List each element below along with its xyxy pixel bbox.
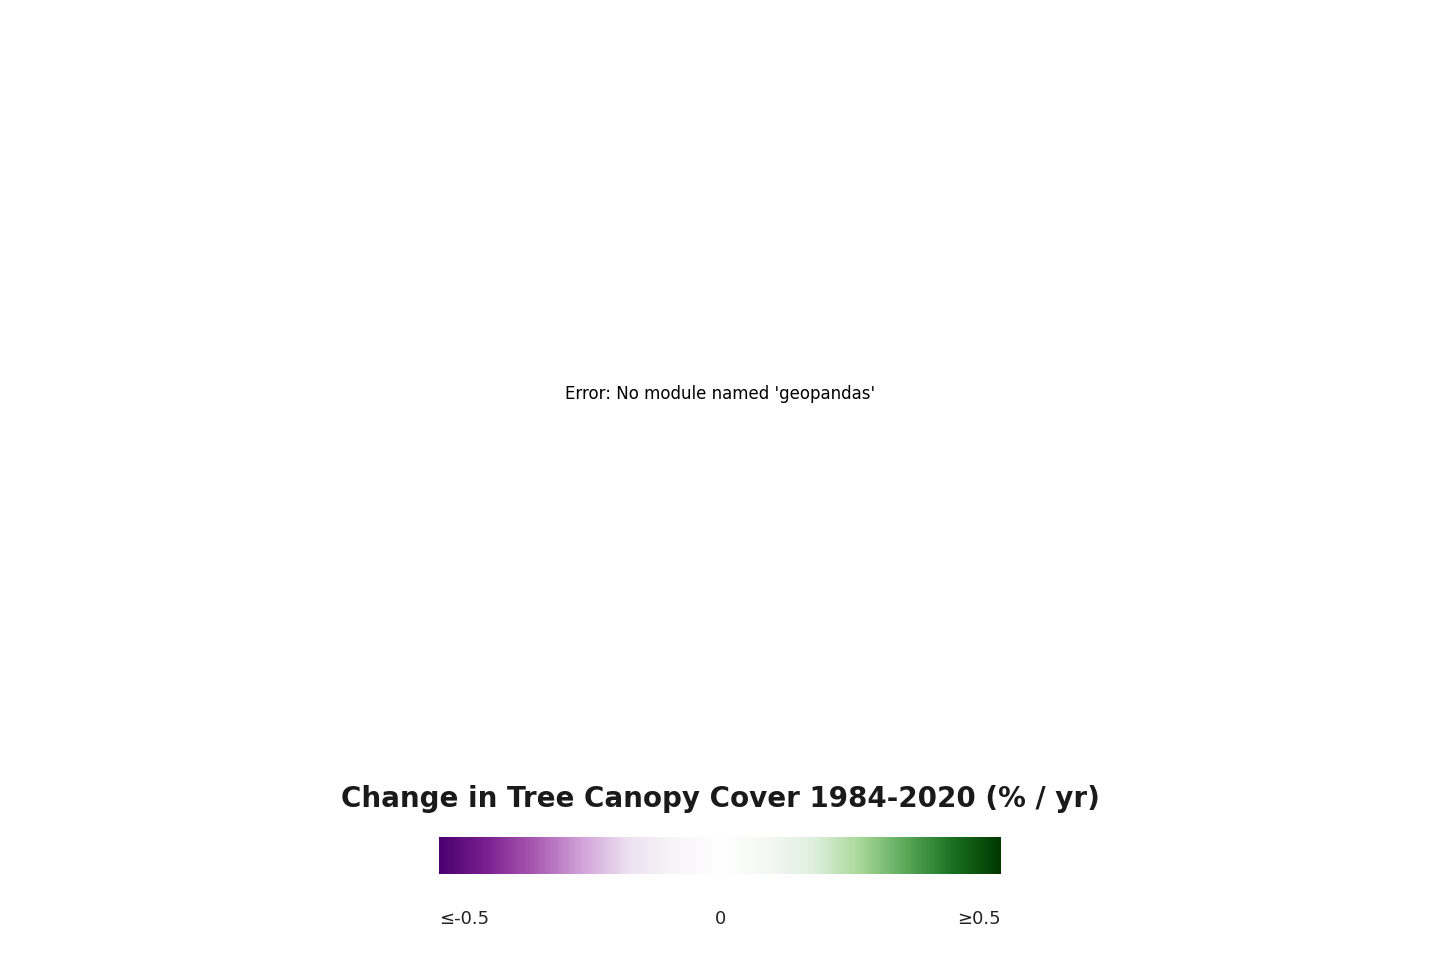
Text: ≥0.5: ≥0.5 [958,910,1001,928]
Text: Error: No module named 'geopandas': Error: No module named 'geopandas' [564,385,876,402]
Text: ≤-0.5: ≤-0.5 [439,910,490,928]
Text: Change in Tree Canopy Cover 1984-2020 (% / yr): Change in Tree Canopy Cover 1984-2020 (%… [341,785,1099,813]
Text: 0: 0 [714,910,726,928]
